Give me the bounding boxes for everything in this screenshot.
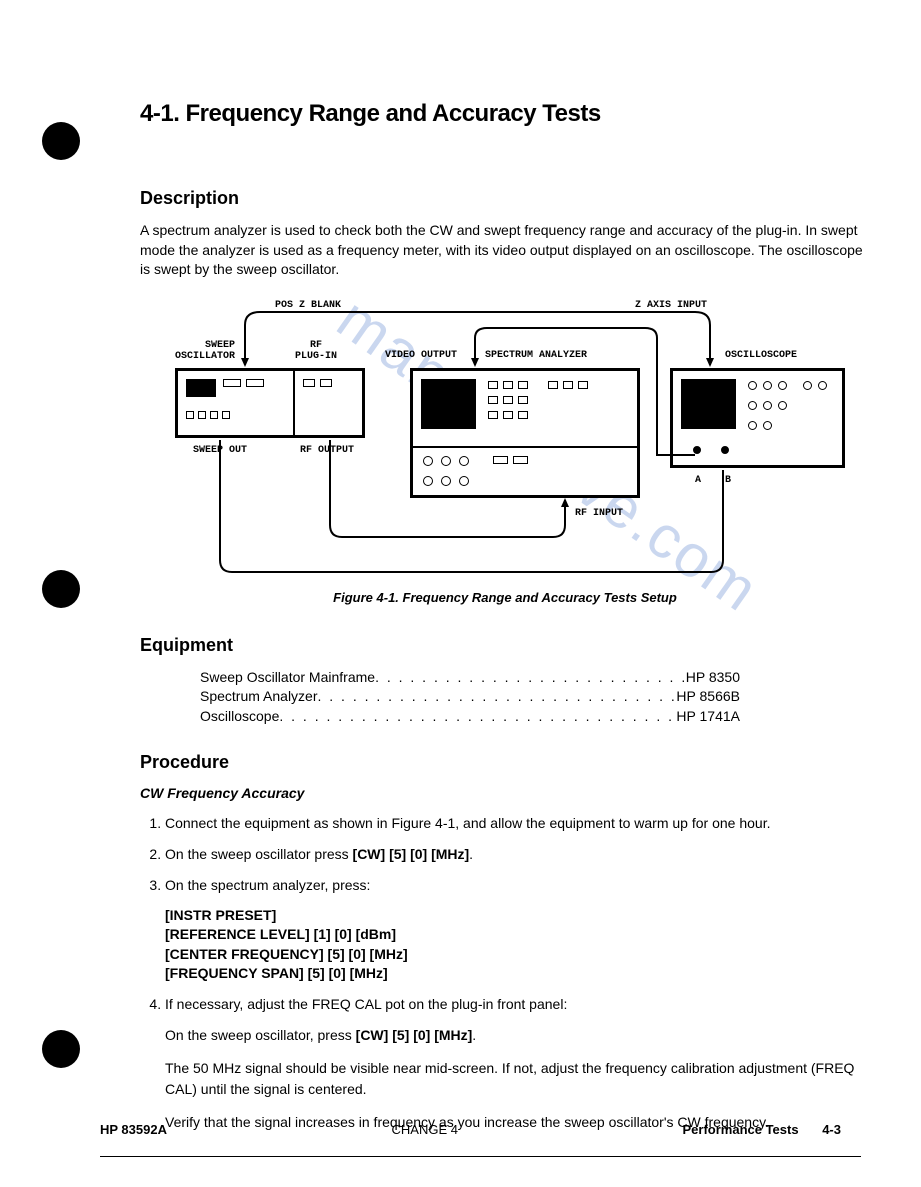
procedure-step-3: On the spectrum analyzer, press:	[165, 875, 870, 896]
command-line: [CENTER FREQUENCY] [5] [0] [MHz]	[165, 945, 870, 965]
punch-hole-dot	[42, 122, 80, 160]
step-text: .	[469, 846, 473, 862]
step-text: On the sweep oscillator press	[165, 846, 353, 862]
setup-diagram: POS Z BLANK Z AXIS INPUT SWEEP OSCILLATO…	[155, 300, 855, 580]
equipment-model: HP 1741A	[676, 707, 740, 727]
figure-caption: Figure 4-1. Frequency Range and Accuracy…	[140, 590, 870, 605]
procedure-step-4: If necessary, adjust the FREQ CAL pot on…	[165, 994, 870, 1015]
command-line: [INSTR PRESET]	[165, 906, 870, 926]
procedure-subsection: CW Frequency Accuracy	[140, 785, 870, 801]
page-content: 4-1. Frequency Range and Accuracy Tests …	[140, 100, 870, 1133]
procedure-heading: Procedure	[140, 752, 870, 773]
step-command: [CW] [5] [0] [MHz]	[356, 1027, 473, 1043]
step-text: .	[472, 1027, 476, 1043]
equipment-row: Sweep Oscillator Mainframe HP 8350	[200, 668, 740, 688]
footer-section: Performance Tests 4-3	[682, 1122, 861, 1137]
connection-lines	[155, 300, 855, 580]
description-heading: Description	[140, 188, 870, 209]
equipment-name: Spectrum Analyzer	[200, 687, 318, 707]
procedure-list: Connect the equipment as shown in Figure…	[140, 813, 870, 896]
footer-page-number: 4-3	[822, 1122, 841, 1137]
step-4-sub-2: The 50 MHz signal should be visible near…	[165, 1058, 870, 1100]
procedure-list-cont: If necessary, adjust the FREQ CAL pot on…	[140, 994, 870, 1015]
equipment-name: Oscilloscope	[200, 707, 279, 727]
footer-rule	[100, 1156, 861, 1157]
equipment-list: Sweep Oscillator Mainframe HP 8350 Spect…	[200, 668, 870, 727]
page-title: 4-1. Frequency Range and Accuracy Tests	[140, 100, 870, 128]
step-command: [CW] [5] [0] [MHz]	[353, 846, 470, 862]
description-text: A spectrum analyzer is used to check bot…	[140, 221, 870, 280]
equipment-model: HP 8566B	[676, 687, 740, 707]
punch-hole-dot	[42, 1030, 80, 1068]
command-block: [INSTR PRESET] [REFERENCE LEVEL] [1] [0]…	[165, 906, 870, 984]
procedure-step-2: On the sweep oscillator press [CW] [5] […	[165, 844, 870, 865]
equipment-row: Oscilloscope HP 1741A	[200, 707, 740, 727]
step-text: On the sweep oscillator, press	[165, 1027, 356, 1043]
punch-hole-dot	[42, 570, 80, 608]
equipment-heading: Equipment	[140, 635, 870, 656]
equipment-model: HP 8350	[686, 668, 740, 688]
procedure-step-1: Connect the equipment as shown in Figure…	[165, 813, 870, 834]
command-line: [FREQUENCY SPAN] [5] [0] [MHz]	[165, 964, 870, 984]
equipment-row: Spectrum Analyzer HP 8566B	[200, 687, 740, 707]
step-4-sub-1: On the sweep oscillator, press [CW] [5] …	[165, 1025, 870, 1046]
command-line: [REFERENCE LEVEL] [1] [0] [dBm]	[165, 925, 870, 945]
footer-change: CHANGE 4	[392, 1122, 458, 1137]
page-footer: HP 83592A CHANGE 4 Performance Tests 4-3	[100, 1122, 861, 1137]
footer-section-label: Performance Tests	[682, 1122, 798, 1137]
footer-model: HP 83592A	[100, 1122, 167, 1137]
equipment-name: Sweep Oscillator Mainframe	[200, 668, 375, 688]
